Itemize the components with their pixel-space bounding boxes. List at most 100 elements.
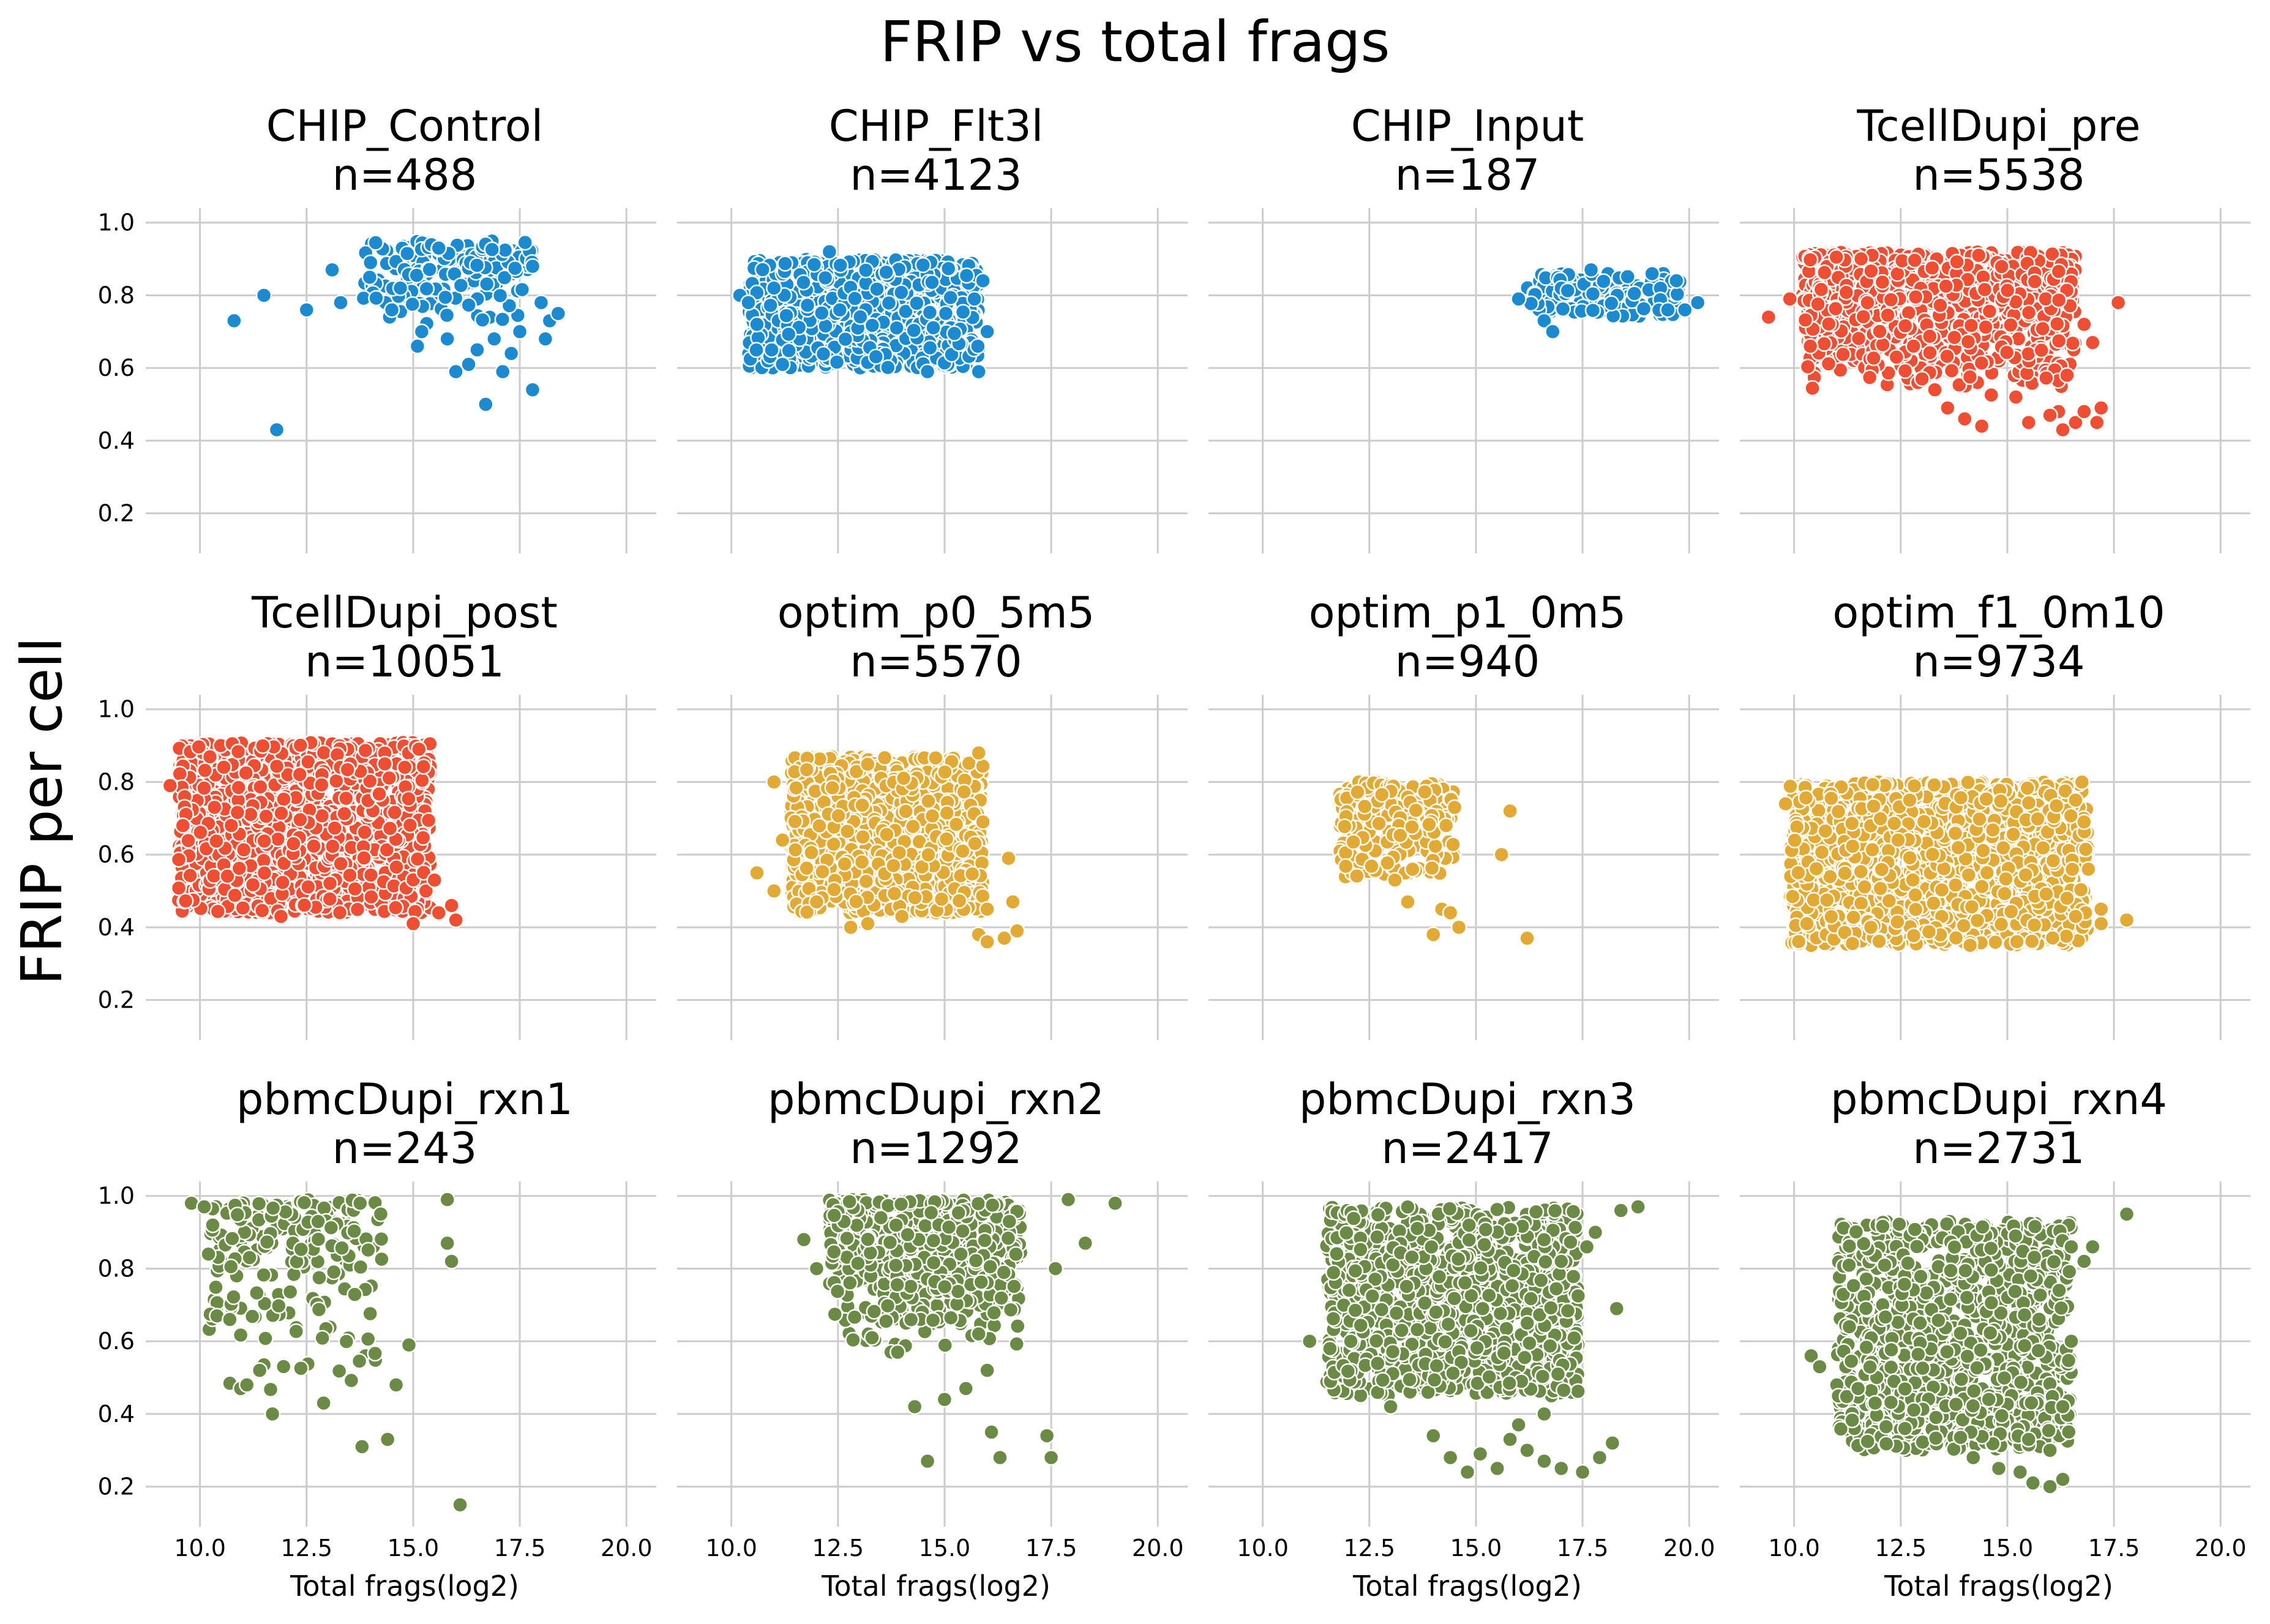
scatter-point [162, 777, 179, 794]
scatter-point [409, 338, 426, 354]
scatter-point [332, 855, 349, 872]
scatter-point [2038, 370, 2055, 386]
scatter-point [269, 831, 287, 848]
scatter-point [501, 297, 518, 314]
scatter-point [255, 287, 272, 304]
scatter-point [964, 866, 981, 882]
scatter-point [1584, 302, 1601, 319]
scatter-point [806, 256, 823, 273]
scatter-point [339, 761, 356, 778]
scatter-point [273, 805, 290, 821]
scatter-point [1828, 249, 1845, 266]
scatter-point [230, 779, 247, 796]
scatter-point [921, 304, 938, 321]
panel-title: optim_p0_5m5 [777, 588, 1095, 638]
scatter-point [749, 864, 765, 881]
scatter-point [924, 274, 940, 291]
scatter-point [842, 919, 859, 936]
scatter-point [285, 835, 302, 852]
scatter-point [2020, 345, 2037, 362]
scatter-point [478, 275, 495, 293]
scatter-point [231, 860, 248, 877]
scatter-point [2050, 332, 2067, 350]
scatter-point [1668, 272, 1685, 289]
scatter-point [242, 806, 259, 823]
scatter-point [787, 842, 804, 858]
scatter-point [524, 258, 541, 275]
scatter-point [925, 320, 942, 336]
panel-subtitle: n=5538 [1912, 150, 2085, 200]
scatter-point [1838, 284, 1855, 301]
scatter-point [206, 799, 223, 816]
scatter-point [847, 290, 863, 307]
scatter-point [748, 342, 765, 358]
scatter-point [460, 297, 477, 313]
scatter-point [437, 289, 454, 305]
scatter-point [182, 867, 198, 884]
scatter-point [921, 339, 938, 356]
scatter-point [362, 254, 379, 271]
scatter-point [331, 904, 348, 921]
scatter-point [1781, 291, 1798, 307]
scatter-point [828, 354, 845, 370]
scatter-point [853, 853, 871, 870]
scatter-point [1976, 281, 1993, 298]
scatter-point [1554, 301, 1571, 318]
scatter-points [226, 233, 567, 438]
scatter-point [777, 255, 793, 272]
scatter-point [324, 838, 341, 855]
scatter-point [332, 294, 349, 311]
scatter-point [452, 277, 470, 294]
scatter-point [1983, 387, 1999, 403]
scatter-point [2020, 414, 2037, 431]
scatter-point [1626, 285, 1643, 302]
scatter-point [780, 326, 797, 343]
scatter-point [876, 749, 893, 766]
scatter-point [1760, 309, 1777, 326]
scatter-point [399, 245, 416, 262]
scatter-point [206, 867, 222, 885]
scatter-point [966, 291, 983, 307]
scatter-point [1863, 263, 1879, 279]
scatter-point [367, 234, 384, 251]
scatter-point [494, 363, 511, 380]
scatter-point [209, 903, 227, 920]
scatter-point [1973, 417, 1990, 435]
scatter-point [933, 891, 950, 908]
scatter-point [1583, 261, 1600, 279]
scatter-point [1660, 301, 1676, 318]
scatter-point [867, 348, 885, 365]
scatter-point [878, 264, 894, 280]
scatter-point [1865, 350, 1882, 367]
scatter-point [1882, 291, 1900, 308]
scatter-point [1905, 338, 1922, 354]
scatter-point [296, 897, 313, 913]
scatter-point [938, 831, 955, 847]
scatter-point [533, 294, 550, 311]
scatter-point [229, 804, 246, 821]
scatter-point [1669, 286, 1686, 302]
y-tick-label: 0.8 [98, 282, 135, 309]
y-tick-label: 0.4 [98, 427, 135, 454]
panel-subtitle: n=5570 [850, 637, 1022, 687]
scatter-point [979, 934, 995, 950]
scatter-point [1859, 294, 1876, 311]
scatter-point [321, 875, 339, 892]
scatter-point [484, 241, 500, 258]
scatter-point [177, 892, 194, 910]
scatter-point [979, 323, 995, 340]
scatter-point [396, 759, 413, 776]
scatter-point [1000, 850, 1017, 867]
scatter-point [1827, 301, 1844, 317]
scatter-point [1963, 317, 1980, 334]
scatter-point [740, 294, 757, 311]
scatter-point [1943, 362, 1960, 379]
scatter-point [817, 269, 834, 286]
scatter-point [252, 779, 269, 795]
scatter-point [2085, 334, 2101, 351]
y-tick-label: 0.2 [98, 987, 135, 1014]
scatter-point [908, 295, 925, 312]
